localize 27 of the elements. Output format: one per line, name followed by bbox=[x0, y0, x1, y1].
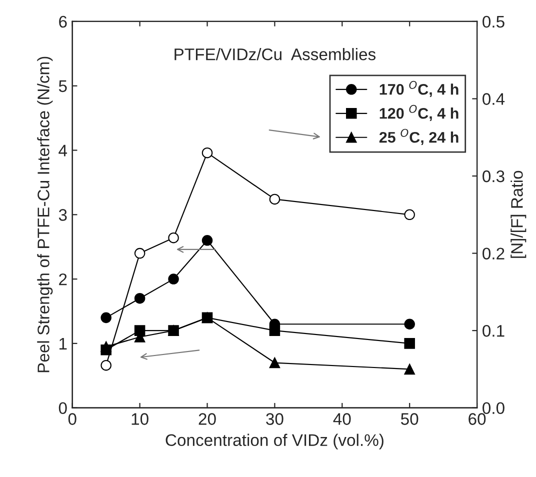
legend-label: 25 $^{O}$C, 24 h bbox=[379, 128, 458, 145]
y2-tick-label: 0.1 bbox=[482, 324, 504, 337]
y2-tick-label: 0.5 bbox=[482, 16, 504, 28]
y-tick-label: 3 bbox=[58, 209, 67, 221]
x-tick-label: 0 bbox=[68, 413, 76, 425]
y2-tick-label: 0.4 bbox=[482, 93, 505, 105]
y-tick-label: 0 bbox=[58, 402, 67, 414]
y2-axis-title: [N]/[F] Ratio bbox=[510, 170, 526, 258]
x-tick-label: 40 bbox=[333, 413, 351, 425]
text: PTFE/VIDz/Cu Assemblies bbox=[174, 48, 376, 60]
y-tick-label: 6 bbox=[59, 16, 67, 28]
x-tick-label: 10 bbox=[132, 413, 148, 425]
y2-tick-label: 0.3 bbox=[482, 170, 504, 182]
y-tick-label: 1 bbox=[60, 338, 67, 350]
y-tick-label: 2 bbox=[59, 273, 67, 286]
x-tick-label: 20 bbox=[198, 413, 216, 425]
x-tick-label: 30 bbox=[266, 413, 284, 425]
y2-tick-label: 0.2 bbox=[482, 248, 504, 260]
y-tick-label: 5 bbox=[58, 80, 67, 92]
legend-label: 120 $^{O}$C, 4 h bbox=[380, 104, 458, 121]
y-tick-label: 4 bbox=[58, 144, 68, 156]
x-tick-label: 50 bbox=[400, 413, 418, 425]
y-axis-title: Peel Strength of PTFE-Cu Interface (N/cm) bbox=[37, 56, 53, 372]
x-tick-label: 60 bbox=[468, 413, 486, 425]
x-axis-title: Concentration of VIDz (vol.%) bbox=[166, 434, 384, 450]
legend-label: 170 $^{O}$C, 4 h bbox=[380, 80, 458, 98]
y2-tick-label: 0.0 bbox=[482, 402, 504, 414]
